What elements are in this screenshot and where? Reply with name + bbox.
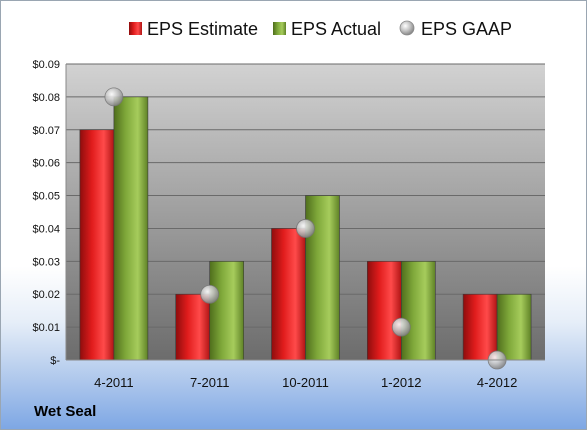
x-tick-label: 7-2011 (190, 375, 230, 390)
y-tick-label: $- (50, 355, 60, 367)
bar-eps-estimate (462, 293, 498, 361)
gaap-marker (391, 317, 411, 337)
y-tick-label: $0.05 (32, 191, 60, 203)
bar-eps-estimate (175, 293, 210, 361)
x-tick-label: 1-2012 (381, 375, 421, 390)
x-tick-label: 4-2011 (94, 375, 134, 390)
bar-eps-estimate (271, 228, 306, 361)
x-tick-label: 10-2011 (282, 375, 329, 390)
x-axis-labels: 4-2011 7-2011 10-2011 1-2012 4-2012 (94, 375, 517, 390)
bar-eps-estimate (79, 129, 115, 361)
y-tick-label: $0.01 (32, 322, 60, 334)
bar-eps-actual (496, 293, 532, 361)
y-tick-label: $0.09 (32, 59, 60, 71)
legend-label-actual: EPS Actual (291, 19, 381, 39)
bar-eps-estimate (366, 261, 402, 361)
gaap-markers (104, 87, 507, 370)
y-tick-label: $0.06 (32, 158, 60, 170)
bar-eps-actual (400, 261, 436, 361)
gaap-marker (104, 87, 124, 107)
gaap-marker (200, 284, 220, 304)
y-tick-label: $0.07 (32, 125, 60, 137)
legend-marker-gaap (399, 20, 415, 36)
y-axis-ticks: $- $0.01 $0.02 $0.03 $0.04 $0.05 $0.06 $0.07 $0.… (32, 59, 60, 367)
legend-swatch-estimate (129, 22, 142, 35)
legend-label-estimate: EPS Estimate (147, 19, 258, 39)
gaap-marker (296, 219, 315, 238)
bar-eps-actual (305, 195, 340, 361)
bar-eps-actual (113, 96, 149, 361)
bars (79, 96, 532, 361)
y-tick-label: $0.08 (32, 92, 60, 104)
x-tick-label: 4-2012 (477, 375, 517, 390)
legend-label-gaap: EPS GAAP (421, 19, 512, 39)
company-name: Wet Seal (34, 403, 97, 420)
legend-swatch-actual (273, 22, 286, 35)
y-tick-label: $0.02 (32, 289, 60, 301)
legend: EPS Estimate EPS Actual EPS GAAP (129, 19, 512, 39)
y-tick-label: $0.04 (32, 223, 60, 235)
y-tick-label: $0.03 (32, 256, 60, 268)
bar-eps-actual (209, 261, 244, 361)
